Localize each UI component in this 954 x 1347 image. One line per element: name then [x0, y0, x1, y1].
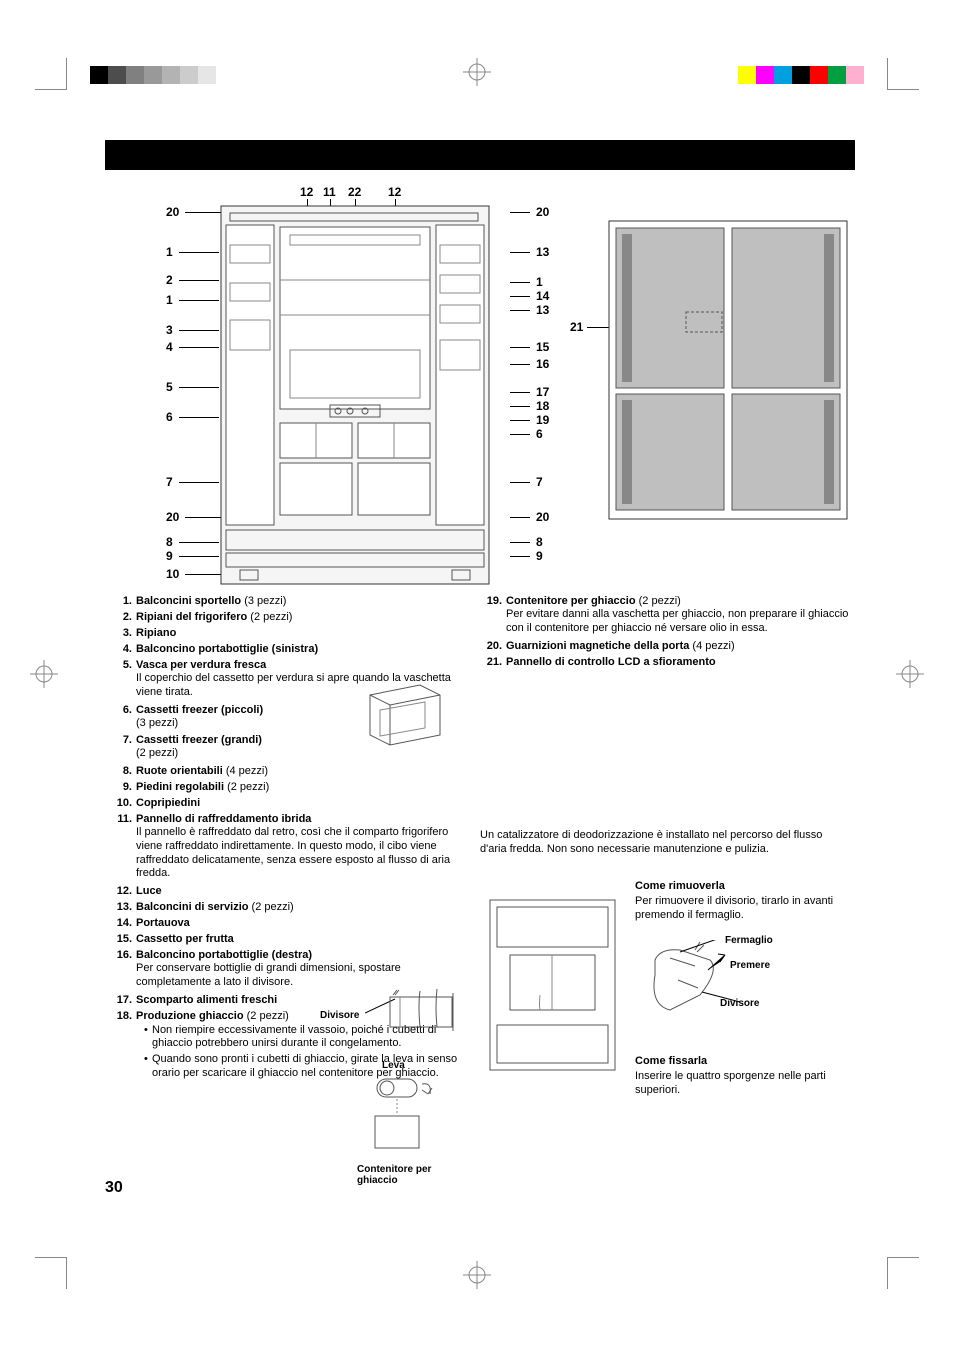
part-item: 16.Balconcino portabottiglie (destra)Per…: [110, 949, 460, 990]
registration-mark-bottom: [463, 1261, 491, 1289]
ice-maker-illustration: Leva Contenitore per ghiaccio: [372, 1060, 457, 1177]
callout-left-6: 6: [166, 410, 219, 424]
part-item: 21.Pannello di controllo LCD a sfioramen…: [480, 656, 850, 668]
callout-right-1: 1: [510, 275, 543, 289]
callout-right-13: 13: [510, 245, 549, 259]
how-remove-section: Come rimuoverla Per rimuovere il divisor…: [635, 880, 845, 931]
bottle-shelf-illustration: Divisore: [365, 985, 460, 1043]
callout-left-20: 20: [166, 205, 225, 219]
part-item: 2.Ripiani del frigorifero (2 pezzi): [110, 611, 460, 623]
fermaglio-label: Fermaglio: [725, 935, 773, 946]
contenitore-label: Contenitore per ghiaccio: [357, 1164, 457, 1186]
registration-mark-right: [896, 660, 924, 688]
registration-mark-top: [463, 58, 491, 86]
callout-left-5: 5: [166, 380, 219, 394]
how-fix-section: Come fissarla Inserire le quattro sporge…: [635, 1055, 845, 1106]
callout-right-14: 14: [510, 289, 549, 303]
grayscale-color-bar: [90, 66, 216, 84]
fridge-closed-diagram: 21: [590, 220, 850, 520]
callout-right-17: 17: [510, 385, 549, 399]
part-item: 9.Piedini regolabili (2 pezzi): [110, 781, 460, 793]
divisore2-label: Divisore: [720, 998, 759, 1009]
callout-left-7: 7: [166, 475, 219, 489]
part-item: 3.Ripiano: [110, 627, 460, 639]
crop-mark-tl: [35, 58, 67, 90]
fridge-closed-illustration: [608, 220, 848, 520]
callout-left-9: 9: [166, 549, 219, 563]
part-item: 15.Cassetto per frutta: [110, 933, 460, 945]
section-header-bar: [105, 140, 855, 170]
callout-left-2: 2: [166, 273, 219, 287]
callout-right-19: 19: [510, 413, 549, 427]
callout-right-9: 9: [510, 549, 543, 563]
part-item: 12.Luce: [110, 885, 460, 897]
part-item: 1.Balconcini sportello (3 pezzi): [110, 595, 460, 607]
compartment-illustration: [485, 895, 620, 1078]
crop-mark-bl: [35, 1257, 67, 1289]
callout-left-8: 8: [166, 535, 219, 549]
callout-right-16: 16: [510, 357, 549, 371]
callout-right-6: 6: [510, 427, 543, 441]
premere-label: Premere: [730, 960, 770, 971]
part-item: 20.Guarnizioni magnetiche della porta (4…: [480, 640, 850, 652]
how-remove-title: Come rimuoverla: [635, 880, 845, 892]
deodorization-note: Un catalizzatore di deodorizzazione è in…: [480, 828, 850, 857]
callout-top-11: 11: [323, 185, 336, 199]
part-item: 11.Pannello di raffreddamento ibridaIl p…: [110, 813, 460, 881]
callout-right-15: 15: [510, 340, 549, 354]
callout-left-1: 1: [166, 293, 219, 307]
page-number: 30: [105, 1179, 123, 1197]
part-item: 10.Copripiedini: [110, 797, 460, 809]
callout-top-12: 12: [300, 185, 313, 199]
callout-right-20: 20: [510, 205, 549, 219]
crop-mark-tr: [887, 58, 919, 90]
callout-top-22: 22: [348, 185, 361, 199]
parts-list-right: 19.Contenitore per ghiaccio (2 pezzi)Per…: [480, 595, 850, 856]
crop-mark-br: [887, 1257, 919, 1289]
color-bar: [738, 66, 864, 84]
callout-right-20: 20: [510, 510, 549, 524]
fridge-open-diagram: 12112212 2012134567208910 20131141315161…: [150, 185, 550, 585]
divisore-label: Divisore: [320, 1010, 359, 1021]
callout-left-3: 3: [166, 323, 219, 337]
leva-label: Leva: [382, 1060, 405, 1071]
callout-right-13: 13: [510, 303, 549, 317]
callout-left-10: 10: [166, 567, 225, 581]
callout-right-18: 18: [510, 399, 549, 413]
callout-right-7: 7: [510, 475, 543, 489]
part-item: 14.Portauova: [110, 917, 460, 929]
clip-illustration: Fermaglio Premere Divisore: [640, 940, 760, 1038]
callout-left-4: 4: [166, 340, 219, 354]
how-fix-title: Come fissarla: [635, 1055, 845, 1067]
callout-right-8: 8: [510, 535, 543, 549]
part-item: 19.Contenitore per ghiaccio (2 pezzi)Per…: [480, 595, 850, 636]
callout-left-1: 1: [166, 245, 219, 259]
part-item: 8.Ruote orientabili (4 pezzi): [110, 765, 460, 777]
vegetable-drawer-illustration: [365, 680, 445, 753]
how-fix-text: Inserire le quattro sporgenze nelle part…: [635, 1069, 845, 1098]
callout-left-20: 20: [166, 510, 225, 524]
registration-mark-left: [30, 660, 58, 688]
how-remove-text: Per rimuovere il divisorio, tirarlo in a…: [635, 894, 845, 923]
part-item: 4.Balconcino portabottiglie (sinistra): [110, 643, 460, 655]
part-item: 13.Balconcini di servizio (2 pezzi): [110, 901, 460, 913]
fridge-open-illustration: [220, 205, 490, 585]
callout-top-12: 12: [388, 185, 401, 199]
